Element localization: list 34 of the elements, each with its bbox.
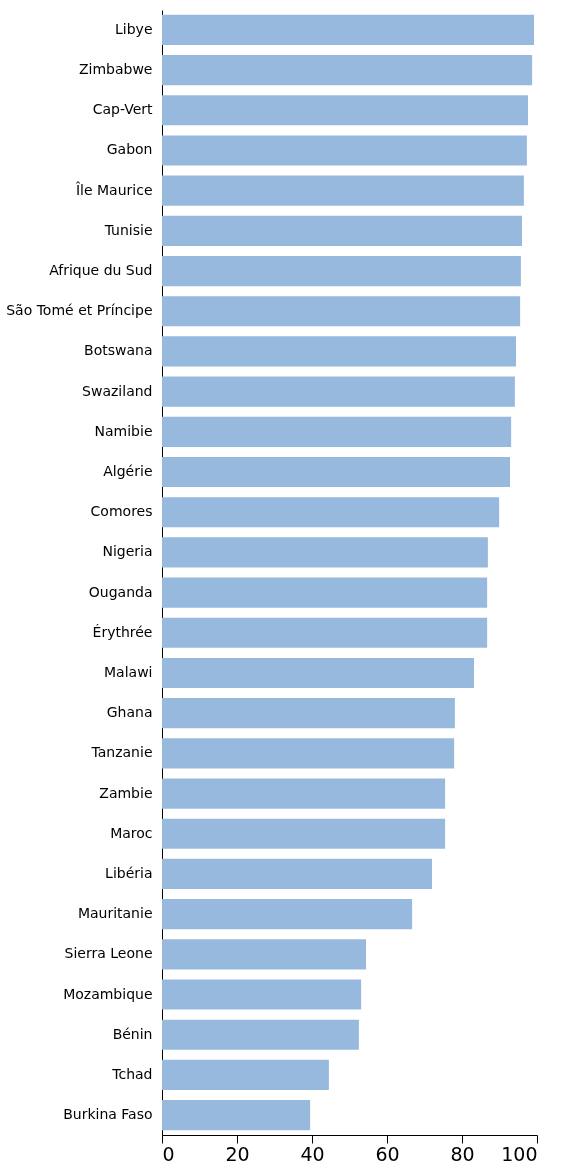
y-tick-label: Ghana <box>106 704 153 721</box>
y-tick-label: Tchad <box>111 1065 153 1082</box>
y-tick-label: Cap-Vert <box>92 101 153 118</box>
y-tick-label: São Tomé et Príncipe <box>6 302 153 319</box>
y-tick-label: Érythrée <box>92 623 153 640</box>
y-tick-label: Île Maurice <box>74 180 153 198</box>
y-tick-label: Zambie <box>99 784 153 801</box>
y-tick-label: Zimbabwe <box>78 61 153 78</box>
y-tick-label: Malawi <box>104 663 153 680</box>
y-tick-label: Libéria <box>105 864 153 881</box>
y-tick-label: Algérie <box>103 463 153 480</box>
y-tick-label: Tanzanie <box>90 744 153 761</box>
y-tick-label: Afrique du Sud <box>49 262 153 279</box>
y-tick-label: Burkina Faso <box>63 1106 153 1123</box>
x-tick-label: 60 <box>375 1142 400 1165</box>
y-tick-label: Nigeria <box>102 543 153 560</box>
x-tick-label: 40 <box>300 1142 325 1165</box>
y-tick-label: Tunisie <box>103 221 153 238</box>
y-tick-label: Bénin <box>112 1025 153 1042</box>
y-tick-label: Mauritanie <box>77 905 153 922</box>
x-tick-label: 0 <box>162 1142 175 1165</box>
y-tick-label: Ouganda <box>88 583 153 600</box>
y-tick-label: Libye <box>115 20 153 37</box>
y-tick-label: Sierra Leone <box>64 945 153 962</box>
y-tick-label: Swaziland <box>82 382 153 399</box>
y-tick-label: Maroc <box>110 824 153 841</box>
y-tick-label: Mozambique <box>63 985 153 1002</box>
y-tick-label: Botswana <box>84 342 153 359</box>
x-tick-label: 80 <box>450 1142 475 1165</box>
y-tick-label: Comores <box>90 503 153 520</box>
y-tick-label: Gabon <box>106 141 153 158</box>
x-tick-label: 20 <box>225 1142 250 1165</box>
y-tick-label: Namibie <box>94 422 153 439</box>
x-tick-label: 100 <box>501 1142 538 1165</box>
